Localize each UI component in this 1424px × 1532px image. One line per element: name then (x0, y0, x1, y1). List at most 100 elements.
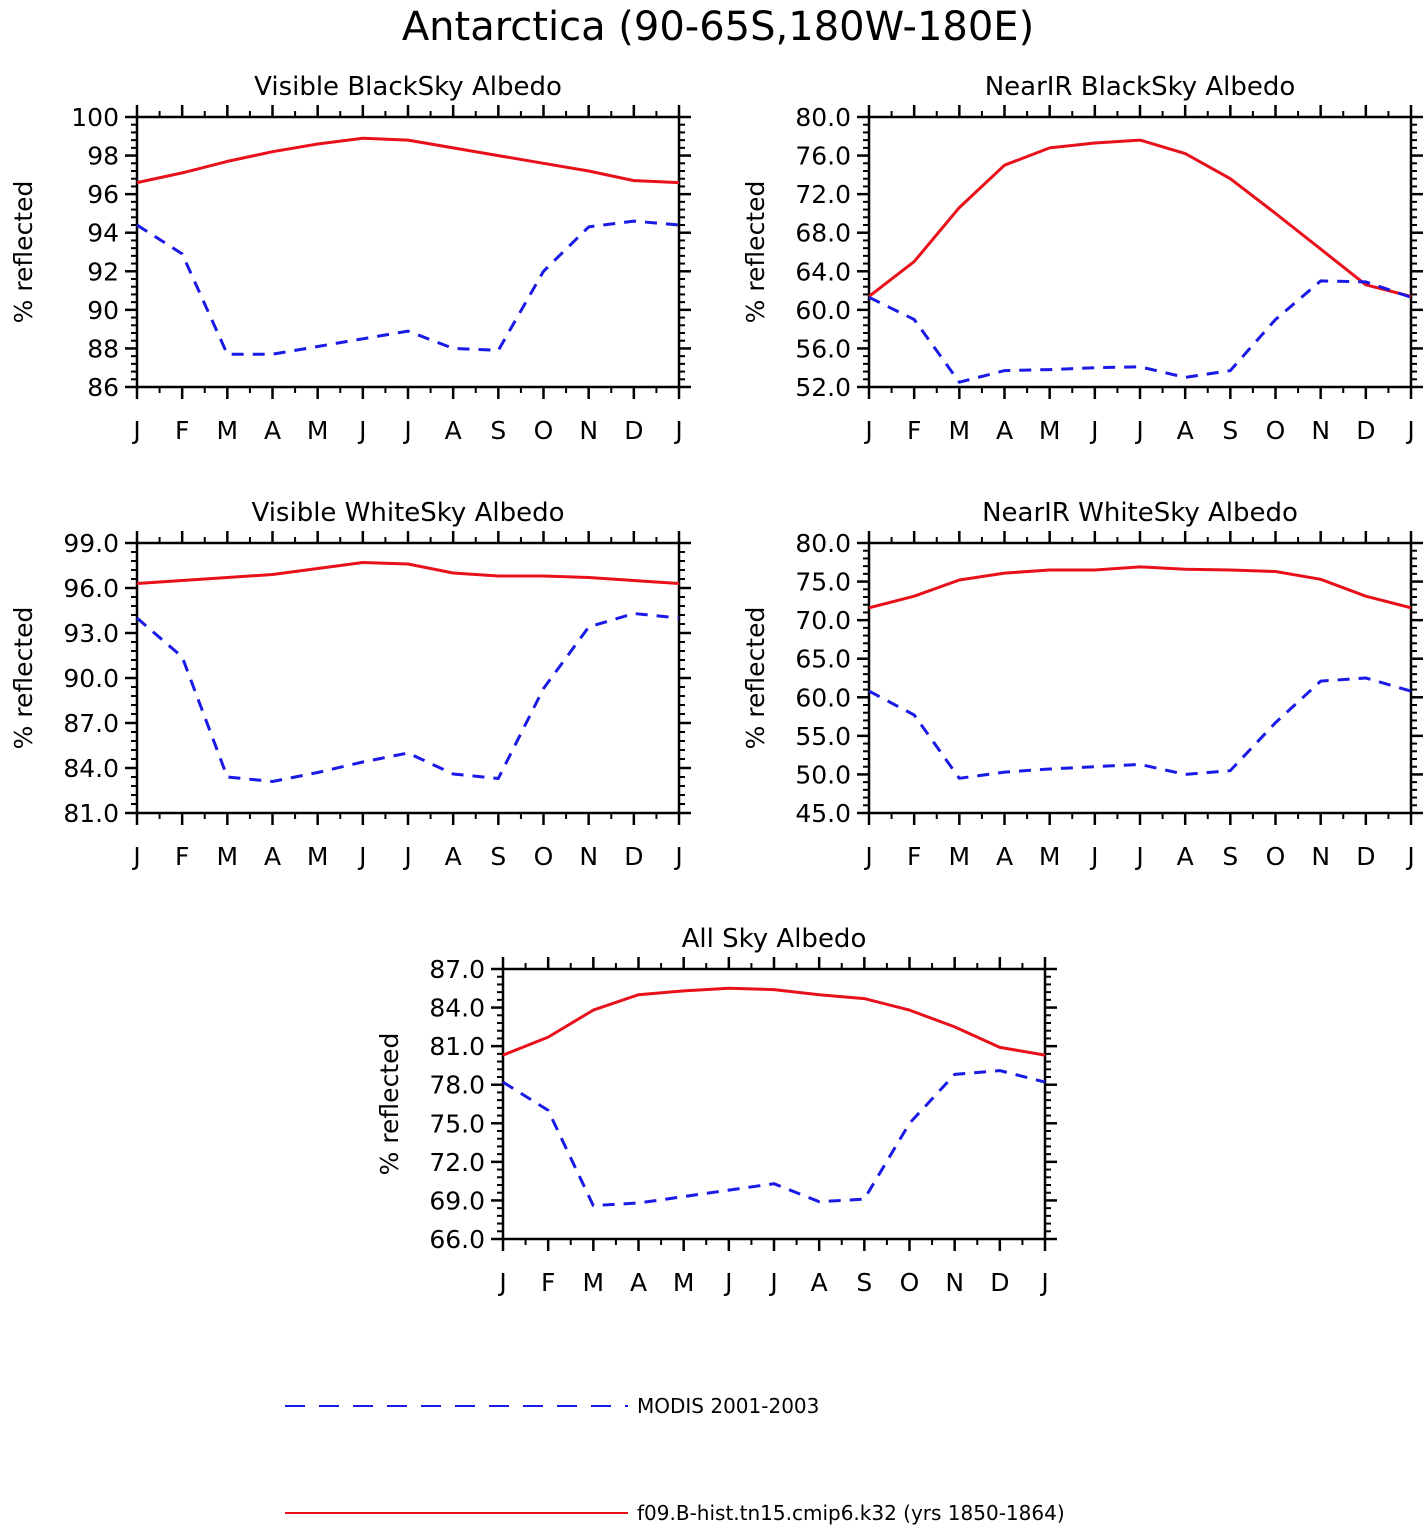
series-line-model (868, 565, 1412, 610)
y-tick-label: 88 (87, 334, 119, 363)
plot-frame (867, 115, 1413, 389)
y-tick-label: 72.0 (795, 180, 851, 209)
x-tick-label: A (630, 1268, 647, 1297)
x-tick-label: M (1039, 842, 1061, 871)
x-tick-label: D (990, 1268, 1009, 1297)
series-line-modis (136, 219, 680, 356)
y-tick-label: 98 (87, 142, 119, 171)
y-tick-label: 90 (87, 296, 119, 325)
x-tick-label: F (175, 842, 189, 871)
y-tick-label: 96 (87, 180, 119, 209)
x-tick-label: M (583, 1268, 605, 1297)
x-tick-label: F (541, 1268, 555, 1297)
series-line-modis (502, 1069, 1046, 1208)
x-tick-label: J (357, 842, 366, 871)
x-tick-label: D (624, 416, 643, 445)
x-tick-label: J (402, 416, 411, 445)
x-tick-label: S (1222, 842, 1238, 871)
y-tick-label: 90.0 (63, 664, 119, 693)
x-tick-label: S (856, 1268, 872, 1297)
plot-frame (135, 115, 681, 389)
x-tick-label: D (624, 842, 643, 871)
y-tick-label: 80.0 (795, 529, 851, 558)
x-tick-label: M (673, 1268, 695, 1297)
x-tick-label: F (907, 416, 921, 445)
x-tick-label: J (1405, 416, 1414, 445)
x-tick-label: O (900, 1268, 920, 1297)
x-tick-label: A (1177, 842, 1194, 871)
x-tick-label: M (949, 842, 971, 871)
y-axis-label: % reflected (9, 607, 38, 750)
y-tick-label: 87.0 (63, 709, 119, 738)
y-tick-label: 78.0 (429, 1071, 485, 1100)
y-tick-label: 66.0 (429, 1225, 485, 1254)
y-tick-label: 55.0 (795, 722, 851, 751)
y-axis-label: % reflected (9, 181, 38, 324)
series-line-model (136, 136, 680, 185)
y-tick-label: 50.0 (795, 760, 851, 789)
series-line-modis (868, 676, 1412, 780)
x-tick-label: D (1356, 416, 1375, 445)
y-tick-label: 87.0 (429, 955, 485, 984)
panel-title: Visible WhiteSky Albedo (251, 498, 564, 528)
x-tick-label: M (217, 416, 239, 445)
y-tick-label: 93.0 (63, 619, 119, 648)
x-tick-label: F (175, 416, 189, 445)
series-line-model (502, 986, 1046, 1057)
y-tick-label: 45.0 (795, 799, 851, 828)
x-tick-label: F (907, 842, 921, 871)
y-tick-label: 60.0 (795, 683, 851, 712)
x-tick-label: A (264, 416, 281, 445)
y-axis-label: % reflected (741, 181, 770, 324)
panel-title: Visible BlackSky Albedo (254, 72, 562, 102)
x-tick-label: N (945, 1268, 964, 1297)
x-tick-label: J (357, 416, 366, 445)
y-tick-label: 99.0 (63, 529, 119, 558)
plot-frame (501, 967, 1047, 1241)
series-line-modis (868, 279, 1412, 384)
y-tick-label: 75.0 (795, 568, 851, 597)
legend: MODIS 2001-2003 f09.B-hist.tn15.cmip6.k3… (285, 1394, 1065, 1525)
x-tick-label: O (1266, 416, 1286, 445)
x-tick-label: M (1039, 416, 1061, 445)
plot-frame (135, 541, 681, 815)
y-tick-label: 72.0 (429, 1148, 485, 1177)
y-tick-label: 81.0 (429, 1032, 485, 1061)
series-line-model (136, 561, 680, 585)
x-tick-label: J (723, 1268, 732, 1297)
x-tick-label: J (673, 842, 682, 871)
x-tick-label: S (490, 842, 506, 871)
x-tick-label: J (497, 1268, 506, 1297)
x-tick-label: J (1134, 416, 1143, 445)
y-tick-label: 75.0 (429, 1109, 485, 1138)
x-tick-label: N (1311, 416, 1330, 445)
x-tick-label: A (1177, 416, 1194, 445)
x-tick-label: A (996, 842, 1013, 871)
y-axis-label: % reflected (741, 607, 770, 750)
y-tick-label: 76.0 (795, 142, 851, 171)
y-tick-label: 68.0 (795, 219, 851, 248)
legend-obs-label: MODIS 2001-2003 (637, 1394, 819, 1418)
x-tick-label: J (863, 842, 872, 871)
y-tick-label: 92 (87, 257, 119, 286)
x-tick-label: N (579, 842, 598, 871)
x-tick-label: J (1089, 842, 1098, 871)
x-tick-label: J (863, 416, 872, 445)
legend-model-label: f09.B-hist.tn15.cmip6.k32 (yrs 1850-1864… (637, 1501, 1065, 1525)
x-tick-label: J (131, 842, 140, 871)
y-axis-label: % reflected (375, 1033, 404, 1176)
panel-title: NearIR BlackSky Albedo (985, 72, 1296, 102)
figure-title: Antarctica (90-65S,180W-180E) (402, 4, 1034, 50)
x-tick-label: J (1405, 842, 1414, 871)
x-tick-label: D (1356, 842, 1375, 871)
y-tick-label: 56.0 (795, 334, 851, 363)
x-tick-label: J (1039, 1268, 1048, 1297)
